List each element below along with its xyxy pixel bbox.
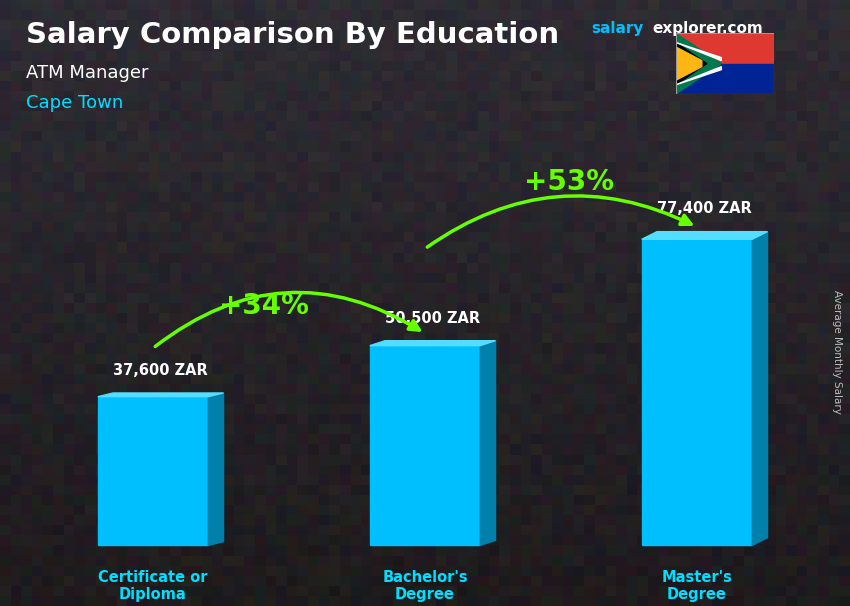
Text: ATM Manager: ATM Manager (26, 64, 148, 82)
Text: +34%: +34% (218, 292, 309, 320)
Polygon shape (676, 42, 722, 61)
Polygon shape (98, 393, 224, 397)
Text: explorer.com: explorer.com (652, 21, 762, 36)
Polygon shape (676, 33, 722, 94)
Polygon shape (370, 341, 496, 345)
Bar (676, 64, 774, 94)
Text: Average Monthly Salary: Average Monthly Salary (832, 290, 842, 413)
Text: salary: salary (591, 21, 643, 36)
Polygon shape (480, 341, 496, 545)
Bar (676, 33, 774, 64)
Text: +53%: +53% (524, 168, 615, 196)
Polygon shape (676, 67, 722, 85)
Polygon shape (208, 393, 224, 545)
Text: 50,500 ZAR: 50,500 ZAR (385, 310, 480, 325)
Text: Certificate or
Diploma: Certificate or Diploma (99, 570, 207, 602)
Polygon shape (642, 239, 752, 545)
Text: Master's
Degree: Master's Degree (661, 570, 733, 602)
Polygon shape (752, 231, 768, 545)
Text: Bachelor's
Degree: Bachelor's Degree (382, 570, 468, 602)
Polygon shape (642, 231, 768, 239)
Polygon shape (676, 47, 702, 81)
Polygon shape (676, 42, 706, 85)
Polygon shape (98, 397, 208, 545)
Text: Salary Comparison By Education: Salary Comparison By Education (26, 21, 558, 49)
Text: 37,600 ZAR: 37,600 ZAR (113, 363, 208, 378)
Text: 77,400 ZAR: 77,400 ZAR (657, 201, 752, 216)
Text: Cape Town: Cape Town (26, 94, 122, 112)
Polygon shape (370, 345, 480, 545)
